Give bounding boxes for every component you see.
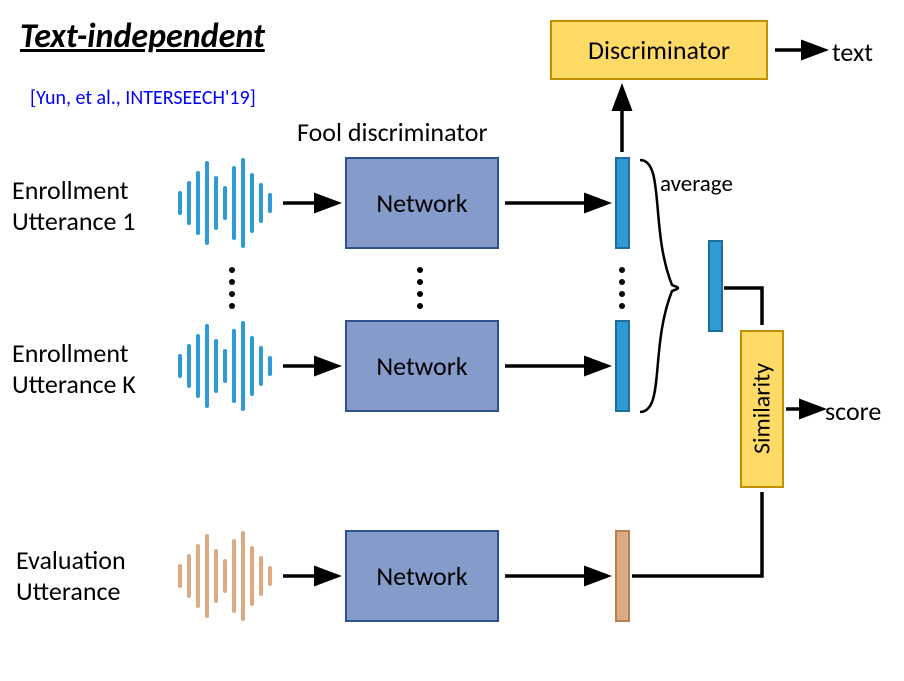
network-2-label: Network	[376, 350, 467, 382]
text-output-label: text	[832, 36, 873, 68]
similarity-label: Similarity	[748, 364, 777, 455]
eval-line1: Evaluation	[16, 545, 126, 576]
network-1-label: Network	[376, 187, 467, 219]
enroll1-line1: Enrollment	[12, 175, 135, 206]
network-box-2: Network	[345, 320, 499, 412]
network-3-label: Network	[376, 560, 467, 592]
line-eval-sim	[632, 492, 762, 576]
vdots-1	[229, 267, 235, 309]
waveform-2-icon	[180, 323, 270, 409]
embedding-1	[615, 157, 630, 249]
vdots-2	[417, 267, 423, 309]
citation-text: [Yun, et al., INTERSEECH'19]	[30, 86, 256, 110]
eval-label: Evaluation Utterance	[16, 545, 126, 607]
embedding-eval	[615, 530, 630, 622]
discriminator-box: Discriminator	[550, 20, 768, 80]
network-box-3: Network	[345, 530, 499, 622]
discriminator-label: Discriminator	[588, 34, 730, 66]
embedding-2	[615, 320, 630, 412]
eval-line2: Utterance	[16, 576, 126, 607]
page-title: Text-independent	[20, 16, 265, 57]
line-avg-sim	[724, 288, 762, 325]
enroll1-label: Enrollment Utterance 1	[12, 175, 135, 237]
enrollK-line2: Utterance K	[12, 369, 136, 400]
enrollK-label: Enrollment Utterance K	[12, 338, 136, 400]
similarity-box: Similarity	[740, 330, 784, 488]
vdots-3	[619, 267, 625, 309]
embedding-avg	[708, 240, 723, 332]
enrollK-line1: Enrollment	[12, 338, 136, 369]
waveform-3-icon	[180, 533, 270, 619]
score-output-label: score	[825, 395, 881, 427]
waveform-1-icon	[180, 160, 270, 246]
fool-label: Fool discriminator	[297, 116, 488, 148]
enroll1-line2: Utterance 1	[12, 206, 135, 237]
network-box-1: Network	[345, 157, 499, 249]
average-label: average	[660, 170, 733, 198]
